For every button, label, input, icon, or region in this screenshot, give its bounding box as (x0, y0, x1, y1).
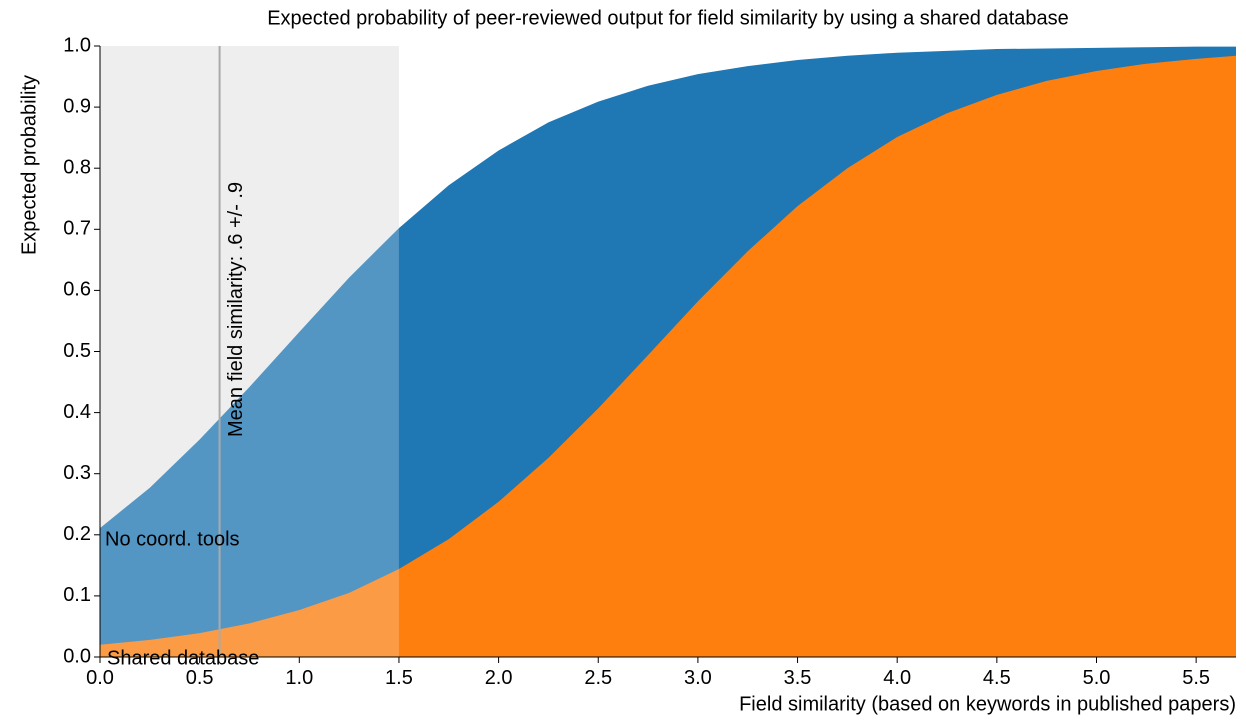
x-axis-label: Field similarity (based on keywords in p… (739, 693, 1236, 715)
x-tick-label: 0.5 (186, 667, 214, 689)
y-tick-label: 0.1 (63, 584, 91, 606)
y-tick-label: 0.5 (63, 340, 91, 362)
area (100, 55, 1236, 657)
y-tick-label: 0.9 (63, 95, 91, 117)
series-label: No coord. tools (105, 528, 240, 550)
x-tick-label: 4.5 (983, 667, 1011, 689)
y-tick-label: 0.7 (63, 218, 91, 240)
y-tick-label: 0.4 (63, 401, 91, 423)
y-tick-label: 1.0 (63, 34, 91, 56)
x-tick-label: 3.0 (684, 667, 712, 689)
x-tick-label: 5.5 (1182, 667, 1210, 689)
chart-title: Expected probability of peer-reviewed ou… (267, 7, 1069, 29)
series-label: Shared database (107, 647, 259, 669)
x-tick-label: 2.0 (485, 667, 513, 689)
y-tick-label: 0.6 (63, 279, 91, 301)
y-tick-label: 0.0 (63, 645, 91, 667)
x-tick-label: 1.5 (385, 667, 413, 689)
y-tick-label: 0.3 (63, 462, 91, 484)
annotation: Mean field similarity: .6 +/- .9 (225, 182, 247, 437)
shaded-overlay (100, 46, 399, 657)
x-tick-label: 4.0 (883, 667, 911, 689)
y-tick-label: 0.8 (63, 156, 91, 178)
y-axis-label: Expected probability (18, 75, 40, 255)
y-tick-label: 0.2 (63, 523, 91, 545)
x-tick-label: 3.5 (784, 667, 812, 689)
x-tick-label: 5.0 (1083, 667, 1111, 689)
x-tick-label: 0.0 (86, 667, 114, 689)
x-tick-label: 2.5 (584, 667, 612, 689)
x-tick-label: 1.0 (285, 667, 313, 689)
